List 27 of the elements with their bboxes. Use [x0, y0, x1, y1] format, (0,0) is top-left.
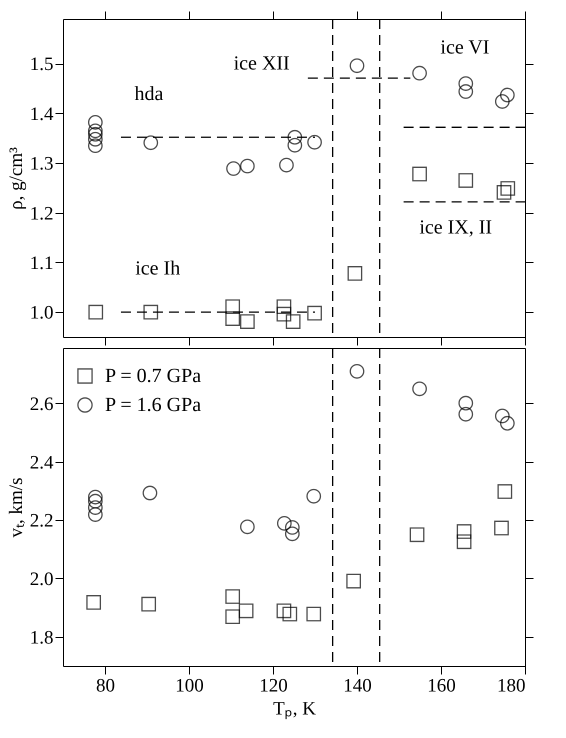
- annotation: hda: [134, 83, 164, 106]
- y-tick-label: 1.0: [30, 302, 54, 324]
- x-tick-label: 180: [497, 676, 526, 696]
- x-tick-label: 100: [175, 676, 204, 696]
- y-tick-label: 2.2: [30, 510, 54, 532]
- annotation: ice IX, II: [419, 216, 492, 238]
- y-tick-label: 1.3: [30, 154, 54, 175]
- y-tick-label: 1.1: [30, 252, 54, 274]
- y-tick-label: 1.2: [30, 203, 54, 224]
- x-tick-label: 80: [96, 676, 115, 696]
- y-axis-title: ρ, g/cm³: [6, 146, 27, 210]
- legend-label: P = 1.6 GPa: [105, 394, 202, 416]
- y-tick-label: 2.4: [30, 452, 54, 474]
- annotation: ice Ih: [135, 258, 180, 280]
- y-tick-label: 1.4: [30, 104, 54, 125]
- y-tick-label: 1.8: [30, 627, 54, 648]
- x-tick-label: 160: [427, 676, 456, 696]
- y-tick-label: 2.0: [30, 568, 54, 590]
- legend-label: P = 0.7 GPa: [105, 365, 202, 387]
- y-tick-label: 1.5: [30, 54, 54, 76]
- y-axis-title: vₜ, km/s: [6, 478, 27, 538]
- x-tick-label: 120: [259, 676, 288, 696]
- annotation: ice VI: [440, 36, 490, 59]
- y-tick-label: 2.6: [30, 394, 54, 415]
- annotation: ice XII: [234, 52, 290, 75]
- x-axis-title: Tₚ, K: [273, 698, 316, 720]
- x-tick-label: 140: [343, 676, 372, 696]
